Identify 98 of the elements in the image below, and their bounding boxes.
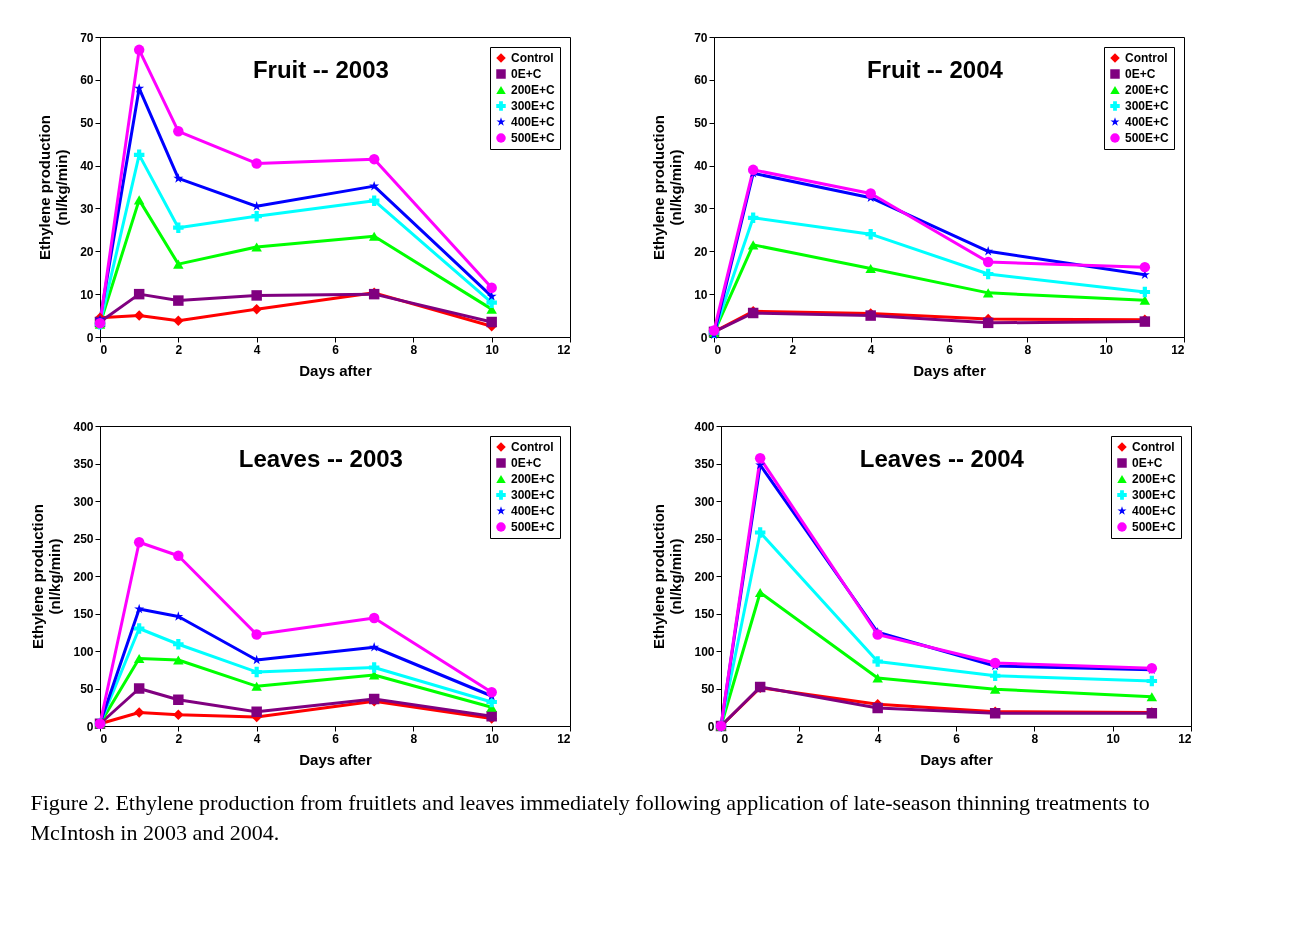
legend-label: 500E+C: [1132, 520, 1177, 534]
x-tick-label: 6: [332, 342, 340, 357]
x-tick-label: 10: [1106, 731, 1121, 746]
y-tick-label: 400: [694, 419, 715, 434]
legend-label: 0E+C: [1125, 67, 1156, 81]
x-tick-label: 6: [946, 342, 954, 357]
y-tick-label: 70: [80, 30, 94, 45]
legend-label: 300E+C: [1132, 488, 1177, 502]
y-tick-label: 300: [694, 494, 715, 509]
y-tick-label: 400: [73, 419, 94, 434]
y-tick-label: 30: [80, 201, 94, 216]
x-tick-label: 2: [175, 731, 183, 746]
x-tick-label: 4: [253, 342, 261, 357]
y-tick-label: 0: [86, 330, 94, 345]
y-tick-label: 50: [80, 682, 94, 696]
y-tick-label: 60: [694, 73, 708, 88]
x-axis-title: Days after: [299, 750, 372, 768]
legend-label: 0E+C: [511, 456, 542, 470]
legend-label: 400E+C: [1125, 115, 1170, 129]
x-tick-label: 8: [1024, 342, 1032, 357]
x-tick-label: 8: [410, 731, 418, 746]
y-tick-label: 10: [694, 287, 708, 302]
x-tick-label: 2: [175, 342, 183, 357]
y-tick-label: 50: [80, 116, 94, 131]
y-tick-label: 150: [73, 607, 94, 621]
y-tick-label: 150: [694, 607, 715, 621]
text: Fruit -- 2004: [866, 56, 1004, 83]
x-tick-label: 0: [100, 342, 108, 357]
y-tick-label: 250: [73, 532, 94, 546]
y-tick-label: 0: [700, 330, 708, 345]
y-tick-label: 40: [694, 159, 708, 174]
y-tick-label: 50: [701, 682, 715, 696]
legend-label: 500E+C: [1125, 131, 1170, 145]
y-tick-label: 50: [694, 116, 708, 131]
legend-label: 0E+C: [1132, 456, 1163, 470]
x-tick-label: 10: [485, 342, 500, 357]
y-tick-label: 40: [80, 159, 94, 174]
y-tick-label: 250: [694, 532, 715, 546]
x-tick-label: 12: [1171, 342, 1185, 357]
y-tick-label: 70: [694, 30, 708, 45]
y-tick-label: 350: [694, 457, 715, 471]
y-tick-label: 300: [73, 494, 94, 509]
x-tick-label: 6: [953, 731, 961, 746]
legend-label: 300E+C: [511, 488, 556, 502]
text: Fruit -- 2003: [252, 56, 389, 83]
legend-label: 400E+C: [511, 115, 556, 129]
y-axis-title: Ethylene production (nl/kg/min): [650, 114, 685, 261]
x-tick-label: 10: [1099, 342, 1114, 357]
legend-label: 200E+C: [1125, 83, 1170, 97]
legend-label: 400E+C: [1132, 504, 1177, 518]
text: Leaves -- 2004: [859, 445, 1025, 472]
x-tick-label: 10: [485, 731, 500, 746]
caption: Figure 2. Ethylene production from fruitlets and leaves immediately following application of late-season thinning treatments to McIntosh in 2003 and 2004.: [30, 789, 1150, 845]
y-tick-label: 10: [80, 287, 94, 302]
y-tick-label: 200: [694, 569, 715, 584]
x-tick-label: 2: [789, 342, 797, 357]
x-tick-label: 0: [721, 731, 729, 746]
legend-label: 500E+C: [511, 520, 556, 534]
y-tick-label: 30: [694, 201, 708, 216]
x-tick-label: 4: [874, 731, 882, 746]
x-tick-label: 2: [796, 731, 804, 746]
y-tick-label: 100: [73, 644, 94, 659]
legend-label: 200E+C: [511, 83, 556, 97]
legend-label: 200E+C: [1132, 472, 1177, 486]
legend-label: 300E+C: [511, 99, 556, 113]
x-tick-label: 4: [253, 731, 261, 746]
legend-label: Control: [511, 440, 554, 454]
y-tick-label: 20: [694, 244, 708, 259]
legend-label: 0E+C: [511, 67, 542, 81]
y-tick-label: 0: [707, 719, 715, 734]
legend-label: 300E+C: [1125, 99, 1170, 113]
x-tick-label: 12: [557, 731, 571, 746]
y-tick-label: 0: [86, 719, 94, 734]
y-tick-label: 20: [80, 244, 94, 259]
x-tick-label: 12: [557, 342, 571, 357]
legend-label: 500E+C: [511, 131, 556, 145]
x-axis-title: Days after: [920, 750, 993, 768]
x-axis-title: Days after: [913, 361, 986, 379]
y-tick-label: 350: [73, 457, 94, 471]
text: Leaves -- 2003: [238, 445, 403, 472]
legend-label: Control: [1125, 51, 1168, 65]
y-axis-title: Ethylene production (nl/kg/min): [36, 114, 71, 261]
legend-label: Control: [511, 51, 554, 65]
legend-label: 200E+C: [511, 472, 556, 486]
legend-label: Control: [1132, 440, 1175, 454]
y-axis-title: Ethylene production (nl/kg/min): [29, 503, 64, 650]
x-axis-title: Days after: [299, 361, 372, 379]
x-tick-label: 8: [1031, 731, 1039, 746]
y-tick-label: 200: [73, 569, 94, 584]
y-tick-label: 100: [694, 644, 715, 659]
y-tick-label: 60: [80, 73, 94, 88]
x-tick-label: 6: [332, 731, 340, 746]
x-tick-label: 0: [100, 731, 108, 746]
y-axis-title: Ethylene production (nl/kg/min): [650, 503, 685, 650]
legend-label: 400E+C: [511, 504, 556, 518]
x-tick-label: 12: [1178, 731, 1192, 746]
x-tick-label: 4: [867, 342, 875, 357]
x-tick-label: 8: [410, 342, 418, 357]
